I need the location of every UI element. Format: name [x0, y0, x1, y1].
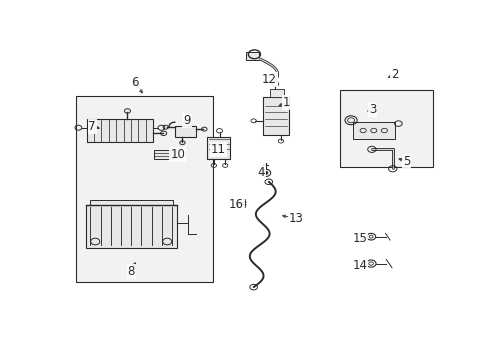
- Circle shape: [263, 171, 267, 175]
- Text: 5: 5: [402, 154, 409, 167]
- Text: 14: 14: [351, 259, 366, 272]
- Text: 4: 4: [257, 166, 264, 179]
- Text: 3: 3: [368, 103, 376, 116]
- Bar: [207, 137, 230, 159]
- Text: 11: 11: [210, 143, 225, 156]
- Bar: [175, 126, 195, 136]
- Bar: [339, 90, 432, 167]
- Bar: [85, 205, 176, 248]
- Bar: [352, 122, 394, 139]
- Bar: [89, 200, 173, 205]
- Bar: [262, 97, 288, 135]
- Bar: [154, 150, 173, 159]
- Text: 1: 1: [282, 96, 290, 109]
- Text: 10: 10: [170, 148, 185, 161]
- Bar: [245, 51, 259, 60]
- Text: 12: 12: [262, 73, 277, 86]
- Text: 13: 13: [288, 212, 303, 225]
- Bar: [270, 90, 283, 97]
- Text: 6: 6: [131, 76, 139, 89]
- Bar: [76, 96, 212, 282]
- Text: 8: 8: [127, 265, 135, 278]
- Bar: [86, 119, 153, 142]
- Text: 2: 2: [390, 68, 398, 81]
- Text: 16: 16: [228, 198, 243, 211]
- Text: 9: 9: [183, 114, 190, 127]
- Text: 7: 7: [88, 120, 96, 133]
- Text: 15: 15: [351, 232, 366, 245]
